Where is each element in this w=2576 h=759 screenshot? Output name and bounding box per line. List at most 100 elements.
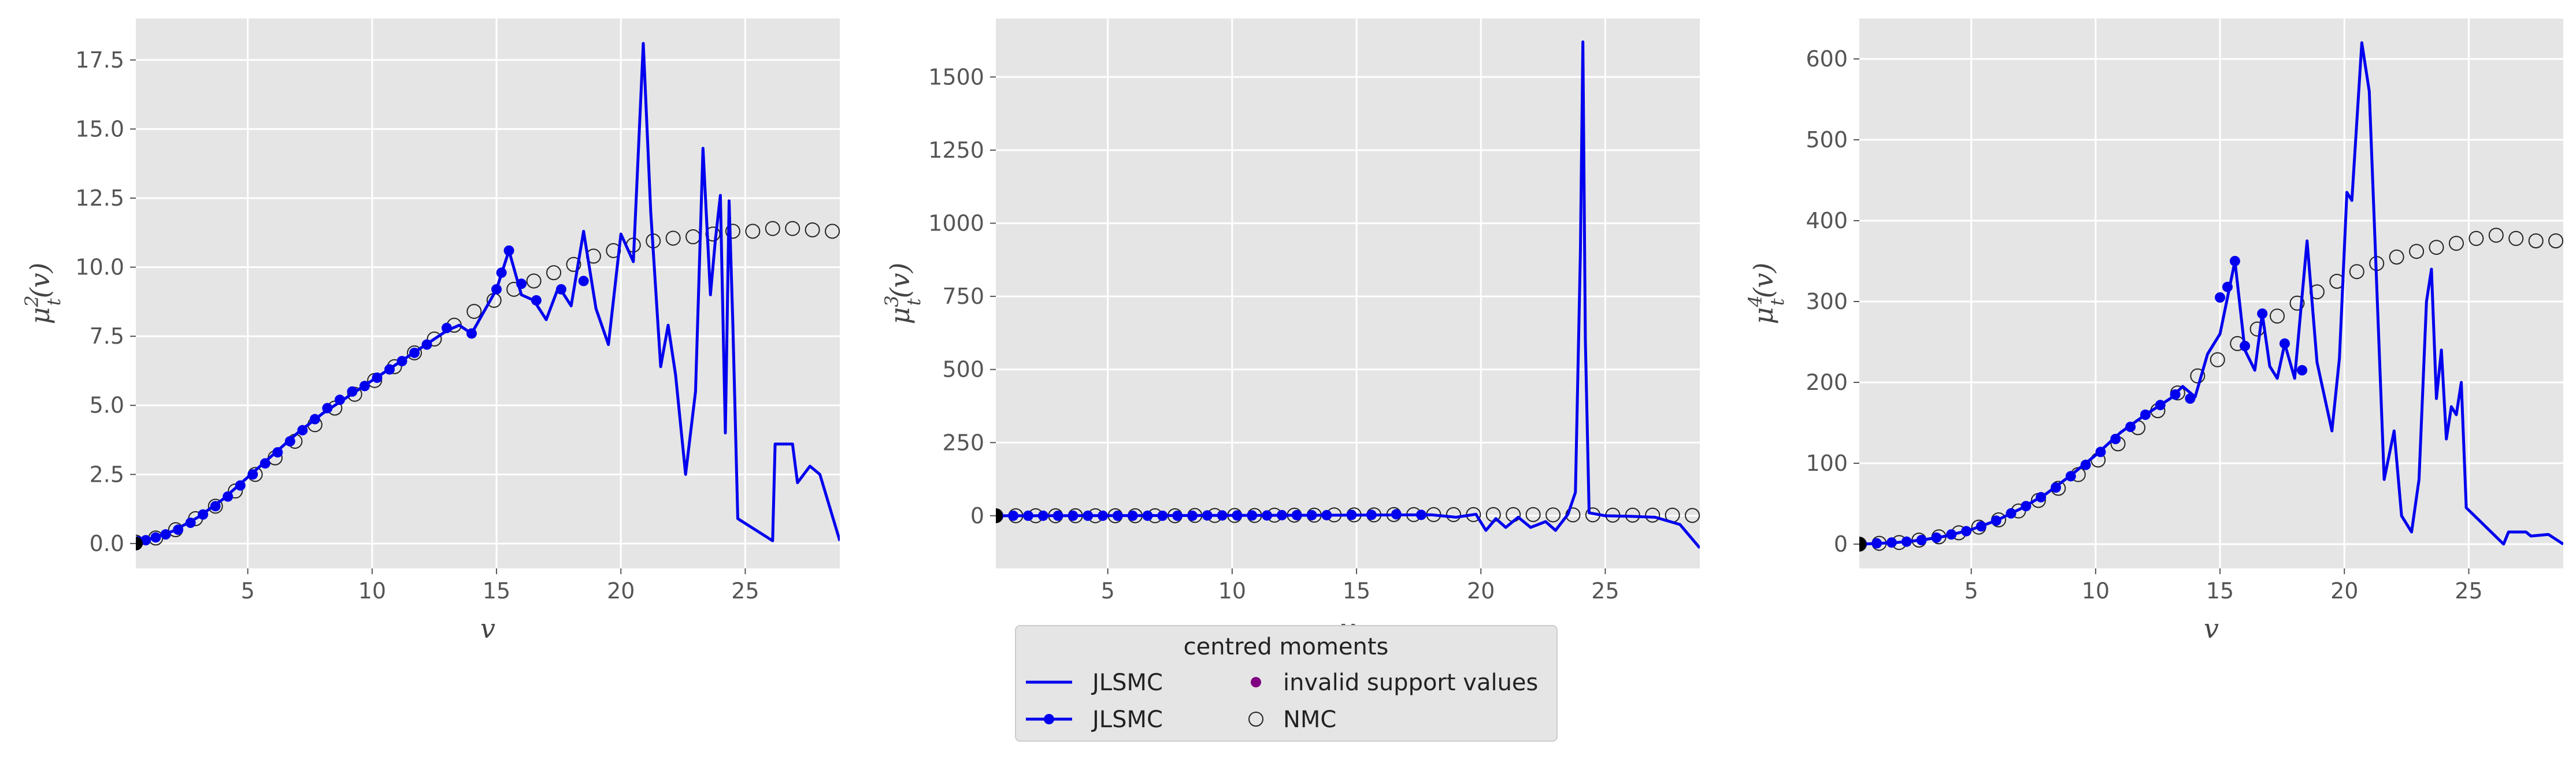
nmc-point	[207, 498, 223, 514]
nmc-point	[2389, 250, 2404, 265]
nmc-point	[2548, 233, 2563, 248]
y-tick-label: 200	[1806, 370, 1848, 395]
nmc-point	[2289, 295, 2305, 311]
jlsmc-marker	[2279, 338, 2290, 349]
y-tick-label: 12.5	[75, 185, 124, 211]
y-tick-label: 600	[1806, 46, 1848, 72]
jlsmc-line	[996, 40, 1700, 549]
nmc-point	[1545, 507, 1561, 523]
jlsmc-marker	[284, 436, 295, 447]
jlsmc-marker	[1321, 509, 1332, 520]
nmc-point	[805, 222, 820, 237]
nmc-point	[466, 304, 482, 319]
jlsmc-marker	[2080, 459, 2091, 470]
y-tick-label: 100	[1806, 451, 1848, 476]
jlsmc-marker	[272, 447, 283, 458]
jlsmc-marker	[2215, 292, 2226, 303]
x-tick-label: 5	[1101, 578, 1115, 604]
origin-marker	[1859, 537, 1866, 551]
nmc-point	[2409, 244, 2425, 259]
y-tick-label: 0	[970, 503, 984, 529]
jlsmc-marker	[1871, 538, 1882, 549]
jlsmc-marker	[160, 529, 171, 540]
x-tick-label: 10	[2082, 578, 2110, 604]
x-tick-label: 25	[2455, 578, 2482, 604]
nmc-point	[427, 331, 442, 347]
jlsmc-marker	[466, 328, 477, 339]
jlsmc-marker	[223, 491, 233, 502]
jlsmc-marker	[1346, 509, 1357, 520]
x-tick-label: 15	[2206, 578, 2234, 604]
jlsmc-line	[136, 42, 840, 544]
nmc-point	[2270, 308, 2285, 324]
jlsmc-marker	[1946, 529, 1957, 540]
nmc-point	[2210, 352, 2225, 367]
jlsmc-marker	[347, 386, 358, 397]
legend: centred moments JLSMC JLSMC invalid supp…	[1015, 625, 1558, 742]
jlsmc-marker	[1262, 510, 1273, 521]
jlsmc-marker	[1052, 510, 1063, 521]
nmc-point	[2190, 368, 2206, 384]
jlsmc-marker	[2006, 508, 2017, 519]
x-tick-label: 15	[1343, 578, 1370, 604]
nmc-point	[2528, 233, 2544, 248]
y-axis-label: μ2t(v)	[21, 262, 65, 324]
jlsmc-marker	[1391, 509, 1402, 520]
y-tick-label: 300	[1806, 289, 1848, 314]
jlsmc-marker	[2185, 393, 2196, 404]
nmc-point	[526, 273, 542, 289]
jlsmc-marker	[531, 295, 542, 306]
y-tick-label: 500	[1806, 127, 1848, 152]
y-tick-label: 5.0	[90, 393, 124, 418]
jlsmc-marker	[578, 276, 589, 287]
nmc-point	[1645, 507, 1660, 523]
x-axis-label: v	[2204, 613, 2219, 644]
jlsmc-marker	[384, 364, 395, 375]
x-tick-label: 5	[241, 578, 255, 604]
jlsmc-marker	[297, 425, 308, 436]
nmc-point	[825, 224, 840, 239]
jlsmc-marker	[210, 501, 221, 512]
jlsmc-marker	[150, 532, 161, 543]
origin-marker	[996, 508, 1003, 523]
legend-swatch-invalid-support	[1251, 677, 1261, 687]
jlsmc-marker	[1291, 509, 1302, 520]
nmc-point	[725, 224, 740, 239]
y-tick-label: 7.5	[90, 323, 124, 349]
jlsmc-marker	[409, 347, 420, 358]
nmc-point	[765, 221, 780, 236]
jlsmc-marker	[1142, 510, 1153, 521]
y-axis-label: μ3t(v)	[881, 262, 925, 324]
origin-marker	[136, 536, 143, 550]
jlsmc-marker	[2065, 471, 2076, 482]
jlsmc-marker	[1916, 535, 1927, 545]
legend-label-invalid-support: invalid support values	[1283, 669, 1538, 696]
nmc-point	[1685, 508, 1700, 523]
jlsmc-marker	[2125, 422, 2136, 432]
legend-label-jlsmc-line: JLSMC	[1091, 669, 1163, 696]
nmc-point	[546, 265, 562, 281]
y-tick-label: 0	[1834, 531, 1848, 557]
x-axis-label: v	[480, 613, 495, 644]
jlsmc-marker	[2170, 389, 2181, 400]
jlsmc-marker	[1217, 510, 1228, 521]
jlsmc-marker	[1975, 521, 1986, 532]
jlsmc-marker	[173, 524, 184, 535]
nmc-point	[2429, 240, 2444, 255]
legend-label-nmc: NMC	[1283, 706, 1336, 733]
jlsmc-marker	[1008, 510, 1019, 521]
jlsmc-marker	[334, 395, 345, 405]
jlsmc-marker	[1127, 510, 1138, 521]
nmc-point	[407, 345, 422, 360]
y-tick-label: 250	[942, 430, 984, 455]
jlsmc-marker	[1931, 532, 1942, 543]
x-tick-label: 20	[2330, 578, 2358, 604]
jlsmc-marker	[1083, 510, 1094, 521]
jlsmc-marker	[2297, 365, 2308, 375]
jlsmc-marker	[1202, 510, 1213, 521]
chart-panel-mu4: 5 10 15 20 25 0 100 200 300 400 500 600 v μ4t(v)	[1744, 18, 2563, 644]
y-tick-label: 15.0	[75, 116, 124, 142]
legend-swatch-nmc	[1248, 712, 1263, 727]
y-tick-label: 17.5	[75, 47, 124, 73]
